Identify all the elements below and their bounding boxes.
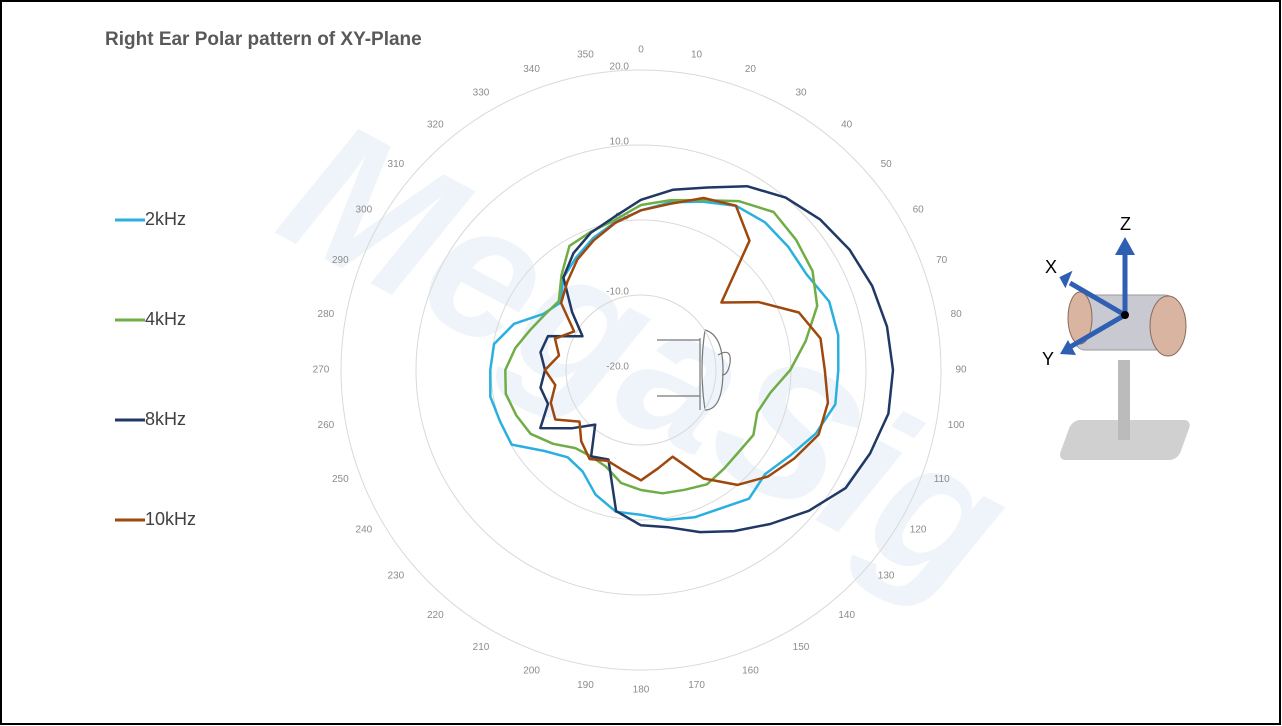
angle-tick-label: 50 <box>881 159 893 170</box>
angle-tick-label: 130 <box>878 570 895 581</box>
angle-tick-label: 120 <box>910 525 927 536</box>
angle-tick-label: 190 <box>577 680 594 691</box>
angle-tick-label: 70 <box>936 255 948 266</box>
angle-tick-label: 320 <box>427 120 444 131</box>
angle-tick-label: 40 <box>841 120 853 131</box>
angle-tick-label: 80 <box>951 309 963 320</box>
angle-tick-label: 240 <box>356 525 373 536</box>
angle-tick-label: 210 <box>473 642 490 653</box>
angle-tick-label: 300 <box>356 205 373 216</box>
angle-tick-label: 140 <box>838 610 855 621</box>
angle-tick-label: 100 <box>948 420 965 431</box>
angle-tick-label: 90 <box>955 365 967 376</box>
angle-tick-label: 310 <box>388 159 405 170</box>
angle-tick-label: 180 <box>633 685 650 696</box>
angle-tick-label: 330 <box>473 88 490 99</box>
angle-tick-label: 230 <box>388 570 405 581</box>
legend-label: 8kHz <box>145 409 186 429</box>
r-tick-label: -10.0 <box>606 287 629 298</box>
angle-tick-label: 170 <box>688 680 705 691</box>
angle-tick-label: 350 <box>577 50 594 61</box>
angle-tick-label: 110 <box>934 474 950 485</box>
axis-label: Z <box>1120 214 1131 234</box>
angle-tick-label: 160 <box>742 665 759 676</box>
chart: MegaSig Right Ear Polar pattern of XY-Pl… <box>0 0 1282 726</box>
r-tick-label: -20.0 <box>606 362 629 373</box>
r-tick-label: 20.0 <box>610 62 630 73</box>
legend-label: 10kHz <box>145 509 196 529</box>
angle-tick-label: 340 <box>523 64 540 75</box>
angle-tick-label: 290 <box>332 255 349 266</box>
angle-tick-label: 200 <box>523 665 540 676</box>
angle-tick-label: 20 <box>745 64 757 75</box>
angle-tick-label: 250 <box>332 474 349 485</box>
r-tick-label: 10.0 <box>610 137 630 148</box>
angle-tick-label: 10 <box>691 50 703 61</box>
angle-tick-label: 280 <box>318 309 335 320</box>
angle-tick-label: 60 <box>913 205 925 216</box>
axis-label: X <box>1045 257 1057 277</box>
legend-label: 2kHz <box>145 209 186 229</box>
angle-tick-label: 260 <box>318 420 335 431</box>
angle-tick-label: 150 <box>793 642 810 653</box>
angle-tick-label: 0 <box>638 45 644 56</box>
angle-tick-label: 30 <box>795 88 807 99</box>
legend-label: 4kHz <box>145 309 186 329</box>
angle-tick-label: 220 <box>427 610 444 621</box>
angle-tick-label: 270 <box>313 365 330 376</box>
axis-label: Y <box>1042 349 1054 369</box>
chart-title: Right Ear Polar pattern of XY-Plane <box>105 29 422 50</box>
